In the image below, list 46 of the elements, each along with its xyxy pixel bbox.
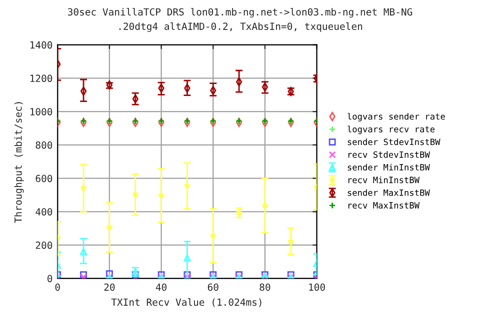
x-tick-label: 20 bbox=[104, 283, 115, 291]
point bbox=[288, 238, 294, 244]
point bbox=[236, 77, 242, 86]
y-tick-label: 1400 bbox=[30, 41, 52, 49]
legend-label: logvars sender rate bbox=[348, 112, 445, 122]
point bbox=[262, 82, 268, 92]
point bbox=[158, 192, 165, 198]
x-tick-label: 100 bbox=[309, 283, 325, 291]
point bbox=[262, 202, 268, 209]
point bbox=[80, 184, 87, 191]
legend-label: recv StdevInstBW bbox=[348, 151, 430, 158]
point bbox=[184, 254, 191, 262]
point bbox=[132, 271, 139, 278]
point bbox=[236, 209, 242, 216]
chart-title: 30sec VanillaTCP DRS lon01.mb-ng.net->lon03.mb-ng.net MB-NG bbox=[68, 8, 412, 18]
x-tick-label: 80 bbox=[260, 283, 270, 291]
x-tick-label: 0 bbox=[55, 283, 60, 291]
legend-label: sender StdevInstBW bbox=[348, 138, 440, 146]
y-tick-label: 1000 bbox=[30, 108, 52, 116]
y-tick-label: 200 bbox=[36, 242, 52, 249]
point bbox=[184, 271, 191, 278]
point bbox=[106, 270, 113, 278]
point bbox=[210, 232, 216, 239]
point bbox=[132, 190, 139, 198]
point bbox=[132, 268, 139, 275]
legend-label: logvars recv rate bbox=[348, 126, 435, 134]
legend-label: recv MaxInstBW bbox=[348, 202, 420, 209]
chart-subtitle: .20dtg4 altAIMD-0.2, TxAbsIn=0, txqueuelen bbox=[119, 22, 362, 32]
y-tick-label: 800 bbox=[36, 141, 52, 149]
x-axis-title: TXInt Recv Value (1.024ms) bbox=[111, 298, 262, 307]
x-tick-label: 40 bbox=[156, 283, 167, 291]
legend-label: sender MaxInstBW bbox=[348, 189, 430, 196]
point bbox=[80, 271, 87, 278]
y-axis-title: Throughput (mbit/sec) bbox=[14, 102, 24, 223]
y-tick-label: 1200 bbox=[30, 74, 52, 82]
point bbox=[80, 86, 87, 96]
point bbox=[80, 274, 87, 278]
point bbox=[106, 224, 113, 230]
legend-label: recv MinInstBW bbox=[348, 176, 420, 184]
point bbox=[184, 182, 191, 189]
y-tick-label: 0 bbox=[48, 274, 52, 282]
y-tick-label: 600 bbox=[36, 174, 52, 182]
y-tick-label: 400 bbox=[36, 208, 52, 216]
x-tick-label: 60 bbox=[208, 283, 218, 291]
point bbox=[80, 248, 87, 256]
legend-label: sender MinInstBW bbox=[348, 164, 430, 171]
